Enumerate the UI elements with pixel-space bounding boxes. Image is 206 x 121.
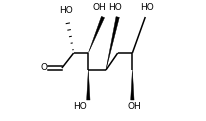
Text: HO: HO [73, 102, 87, 111]
Text: HO: HO [108, 3, 122, 12]
Text: OH: OH [128, 102, 142, 111]
Text: HO: HO [140, 3, 153, 12]
Polygon shape [88, 16, 105, 53]
Text: O: O [41, 64, 48, 72]
Polygon shape [87, 70, 90, 100]
Text: OH: OH [92, 3, 106, 12]
Polygon shape [106, 17, 119, 70]
Text: HO: HO [59, 6, 73, 15]
Polygon shape [131, 70, 134, 100]
